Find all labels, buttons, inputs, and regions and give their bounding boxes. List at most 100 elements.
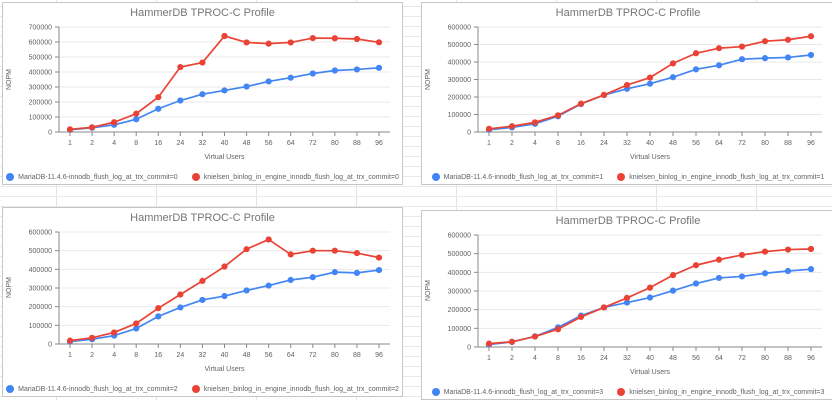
legend-item: knielsen_binlog_in_engine_innodb_flush_l…: [617, 173, 824, 181]
x-tick-label: 32: [199, 140, 207, 147]
x-tick-label: 64: [287, 352, 295, 359]
x-axis-label: Virtual Users: [630, 154, 670, 161]
data-point: [646, 80, 654, 87]
x-tick-label: 40: [646, 140, 654, 147]
y-tick-label: 600000: [29, 230, 52, 237]
legend-label: knielsen_binlog_in_engine_innodb_flush_l…: [203, 173, 399, 181]
x-tick-label: 48: [243, 140, 251, 147]
data-point: [331, 67, 338, 74]
data-point: [738, 251, 746, 259]
y-tick-label: 600000: [448, 233, 471, 240]
data-point: [738, 273, 746, 280]
data-point: [111, 329, 118, 336]
data-point: [761, 248, 769, 255]
y-tick-label: 100000: [29, 323, 52, 330]
x-tick-label: 1: [68, 140, 72, 147]
data-point: [353, 66, 361, 73]
chart-panel-bottom-left[interactable]: HammerDB TPROC-C Profile NOPM 0 100000 200…: [2, 207, 403, 397]
data-point: [623, 294, 631, 302]
y-tick-label: 500000: [29, 248, 52, 255]
x-tick-label: 2: [510, 140, 514, 147]
data-point: [784, 246, 792, 253]
x-tick-label: 4: [533, 355, 537, 362]
y-tick-label: 400000: [29, 267, 52, 274]
y-tick-label: 0: [467, 345, 471, 352]
x-tick-label: 4: [533, 140, 537, 147]
y-tick-label: 0: [467, 130, 471, 137]
y-tick-label: 100000: [448, 326, 471, 333]
legend-item: MariaDB-11.4.6-innodb_flush_log_at_trx_c…: [431, 173, 603, 181]
legend-label: MariaDB-11.4.6-innodb_flush_log_at_trx_c…: [18, 173, 178, 181]
data-point: [715, 45, 723, 52]
x-axis-label: Virtual Users: [630, 369, 670, 376]
series-marker-icon: [617, 173, 626, 181]
data-point: [155, 305, 162, 312]
data-point: [669, 60, 677, 67]
series-marker-icon: [431, 388, 440, 396]
data-point: [692, 280, 700, 287]
data-point: [309, 247, 316, 254]
data-point: [66, 337, 74, 344]
x-tick-label: 1: [68, 352, 72, 359]
data-point: [199, 59, 206, 66]
x-tick-label: 56: [692, 140, 700, 147]
x-tick-label: 72: [309, 140, 317, 147]
data-point: [715, 274, 723, 282]
chart-panel-top-left[interactable]: HammerDB TPROC-C Profile NOPM 0 100000 200…: [2, 2, 403, 185]
data-point: [375, 254, 383, 261]
legend-label: MariaDB-11.4.6-innodb_flush_log_at_trx_c…: [18, 385, 178, 393]
data-point: [353, 269, 361, 276]
data-point: [738, 43, 746, 50]
data-point: [221, 87, 228, 94]
data-point: [177, 304, 184, 311]
y-tick-label: 200000: [29, 100, 52, 107]
data-point: [199, 277, 206, 285]
x-tick-label: 80: [331, 352, 339, 359]
y-tick-label: 300000: [448, 289, 471, 296]
data-point: [669, 272, 677, 279]
series-line: [488, 268, 812, 346]
data-point: [221, 32, 228, 40]
data-point: [807, 266, 815, 273]
x-tick-label: 8: [556, 140, 560, 147]
y-tick-label: 300000: [29, 85, 52, 92]
y-tick-label: 200000: [29, 304, 52, 311]
y-tick-label: 200000: [448, 307, 471, 314]
x-tick-label: 24: [600, 355, 608, 362]
data-point: [692, 66, 700, 73]
legend-item: MariaDB-11.4.6-innodb_flush_log_at_trx_c…: [431, 388, 603, 396]
series-marker-icon: [6, 385, 15, 393]
y-tick-label: 100000: [448, 112, 471, 119]
x-tick-label: 32: [199, 352, 207, 359]
x-tick-label: 80: [761, 355, 769, 362]
data-point: [554, 326, 562, 333]
data-point: [807, 51, 815, 59]
series-marker-icon: [191, 173, 200, 181]
data-point: [761, 55, 769, 62]
x-tick-label: 8: [134, 140, 138, 147]
data-point: [600, 304, 608, 311]
legend: MariaDB-11.4.6-innodb_flush_log_at_trx_c…: [424, 173, 832, 181]
chart-panel-top-right[interactable]: HammerDB TPROC-C Profile NOPM 0 100000 200…: [421, 2, 832, 185]
x-tick-label: 8: [556, 355, 560, 362]
data-point: [309, 274, 316, 281]
data-point: [485, 340, 493, 347]
chart-title: HammerDB TPROC-C Profile: [555, 7, 701, 19]
data-point: [155, 94, 162, 101]
data-point: [243, 287, 250, 294]
data-point: [265, 236, 272, 243]
x-tick-label: 2: [90, 140, 94, 147]
chart-panel-bottom-right[interactable]: HammerDB TPROC-C Profile NOPM 0 100000 200…: [421, 210, 832, 400]
data-point: [353, 249, 361, 257]
x-tick-label: 96: [375, 352, 383, 359]
x-tick-label: 40: [221, 140, 229, 147]
data-point: [155, 313, 162, 320]
x-axis-label: Virtual Users: [204, 366, 245, 373]
data-point: [133, 325, 140, 332]
data-point: [331, 35, 338, 42]
data-point: [623, 82, 631, 89]
data-point: [646, 74, 654, 81]
data-point: [155, 105, 162, 112]
